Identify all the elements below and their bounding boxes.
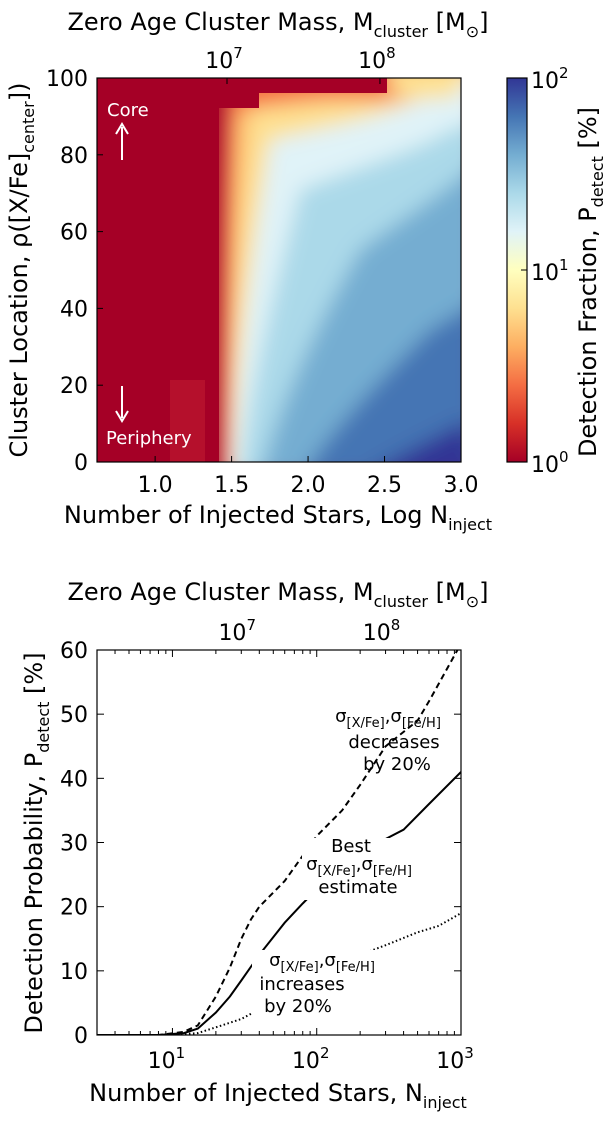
line-x-ticks: 101 102 103 bbox=[96, 650, 474, 1074]
line-top-tick-label: 107 bbox=[218, 616, 256, 646]
heatmap-y-ticks: 0 20 40 60 80 100 bbox=[46, 67, 103, 476]
heatmap-image bbox=[97, 78, 461, 462]
heatmap-red-topband bbox=[97, 78, 387, 93]
increase-annotation-line2: increases bbox=[259, 974, 344, 995]
heatmap-x-ticks: 1.0 1.5 2.0 2.5 3.0 bbox=[138, 456, 479, 498]
heatmap-x-tick-label: 2.5 bbox=[367, 473, 402, 498]
increase-annotation-bg bbox=[252, 950, 380, 1018]
line-x-tick-label: 101 bbox=[148, 1044, 186, 1074]
heatmap-top-ticks: 107 108 bbox=[205, 44, 396, 84]
heatmap-top-tick-label: 108 bbox=[358, 44, 396, 74]
best-annotation-bg bbox=[302, 838, 414, 900]
colorbar bbox=[507, 78, 527, 462]
heatmap-frame bbox=[96, 77, 462, 463]
line-y-tick-label: 20 bbox=[60, 896, 88, 921]
decrease-annotation-sigma: σ[X/Fe],σ[Fe/H] bbox=[335, 706, 441, 731]
heatmap-x-axis-label: Number of Injected Stars, Log Ninject bbox=[64, 501, 492, 534]
line-x-tick-label: 102 bbox=[292, 1044, 330, 1074]
heatmap-y-tick-label: 80 bbox=[60, 144, 88, 169]
line-panel: Zero Age Cluster Mass, Mcluster [M⊙] σ[X… bbox=[20, 578, 489, 1112]
heatmap-y-tick-label: 20 bbox=[60, 374, 88, 399]
line-y-tick-label: 10 bbox=[60, 960, 88, 985]
increase-annotation: σ[X/Fe],σ[Fe/H] increases by 20% bbox=[259, 950, 375, 1017]
heatmap-x-tick-label: 1.5 bbox=[214, 473, 249, 498]
line-y-axis-label: Detection Probability, Pdetect [%] bbox=[20, 652, 53, 1033]
core-arrow-icon bbox=[115, 122, 129, 160]
colorbar-ticks: 100 101 102 bbox=[521, 64, 569, 478]
heatmap-title: Zero Age Cluster Mass, Mcluster [M⊙] bbox=[67, 8, 488, 41]
line-top-tick-label: 108 bbox=[363, 616, 401, 646]
series-line-dashed bbox=[97, 650, 459, 1035]
heatmap-x-tick-label: 1.0 bbox=[138, 473, 173, 498]
line-top-ticks: 107 108 bbox=[218, 616, 400, 646]
heatmap-panel: Zero Age Cluster Mass, Mcluster [M⊙] 1.0 bbox=[5, 8, 607, 534]
increase-annotation-sigma: σ[X/Fe],σ[Fe/H] bbox=[269, 950, 375, 975]
periphery-label: Periphery bbox=[106, 428, 192, 449]
heatmap-x-tick-label: 3.0 bbox=[444, 473, 479, 498]
line-x-tick-label: 103 bbox=[436, 1044, 474, 1074]
decrease-annotation-line3: by 20% bbox=[363, 754, 431, 775]
line-x-axis-label: Number of Injected Stars, Ninject bbox=[89, 1079, 467, 1112]
heatmap-y-tick-label: 0 bbox=[74, 451, 88, 476]
heatmap-field bbox=[221, 78, 461, 462]
colorbar-tick-label: 101 bbox=[531, 256, 569, 286]
periphery-arrow-icon bbox=[115, 386, 129, 423]
best-annotation-sigma: σ[X/Fe],σ[Fe/H] bbox=[306, 854, 412, 879]
colorbar-tick-label: 100 bbox=[531, 448, 569, 478]
line-title: Zero Age Cluster Mass, Mcluster [M⊙] bbox=[67, 578, 488, 611]
heatmap-y-tick-label: 100 bbox=[46, 67, 88, 92]
colorbar-tick-label: 102 bbox=[531, 64, 569, 94]
line-y-tick-label: 0 bbox=[74, 1024, 88, 1049]
decrease-annotation-line2: decreases bbox=[348, 732, 439, 753]
increase-annotation-line3: by 20% bbox=[264, 996, 332, 1017]
decrease-annotation: σ[X/Fe],σ[Fe/H] decreases by 20% bbox=[335, 706, 441, 775]
heatmap-x-tick-label: 2.0 bbox=[291, 473, 326, 498]
line-y-ticks: 0 10 20 30 40 50 60 bbox=[60, 639, 461, 1049]
line-y-tick-label: 50 bbox=[60, 703, 88, 728]
heatmap-y-tick-label: 60 bbox=[60, 221, 88, 246]
line-y-tick-label: 30 bbox=[60, 832, 88, 857]
line-y-tick-label: 40 bbox=[60, 767, 88, 792]
colorbar-label: Detection Fraction, Pdetect [%] bbox=[574, 107, 607, 457]
heatmap-y-tick-label: 40 bbox=[60, 297, 88, 322]
best-annotation-line1: Best bbox=[331, 836, 371, 857]
heatmap-red-lower bbox=[170, 380, 205, 462]
heatmap-y-axis-label: Cluster Location, ρ([X/Fe]center]) bbox=[5, 83, 38, 458]
best-annotation-line3: estimate bbox=[318, 877, 397, 898]
line-y-tick-label: 60 bbox=[60, 639, 88, 664]
best-annotation: Best σ[X/Fe],σ[Fe/H] estimate bbox=[306, 836, 412, 898]
core-label: Core bbox=[107, 100, 149, 121]
heatmap-top-tick-label: 107 bbox=[205, 44, 243, 74]
